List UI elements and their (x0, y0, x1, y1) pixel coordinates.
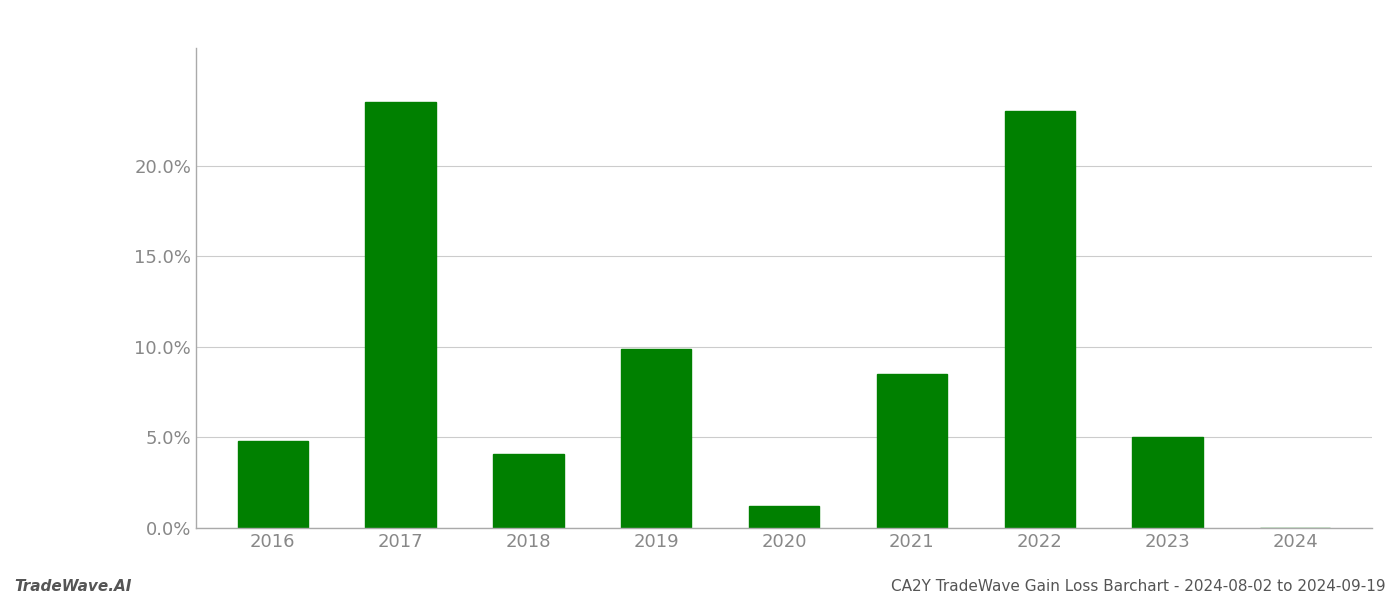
Bar (749, 506, 819, 528)
Bar (1005, 112, 1075, 528)
Bar (493, 454, 564, 528)
Bar (876, 374, 946, 528)
Text: TradeWave.AI: TradeWave.AI (14, 579, 132, 594)
Bar (622, 349, 692, 528)
Bar (1133, 437, 1203, 528)
Bar (238, 441, 308, 528)
Bar (365, 103, 435, 528)
Text: CA2Y TradeWave Gain Loss Barchart - 2024-08-02 to 2024-09-19: CA2Y TradeWave Gain Loss Barchart - 2024… (892, 579, 1386, 594)
